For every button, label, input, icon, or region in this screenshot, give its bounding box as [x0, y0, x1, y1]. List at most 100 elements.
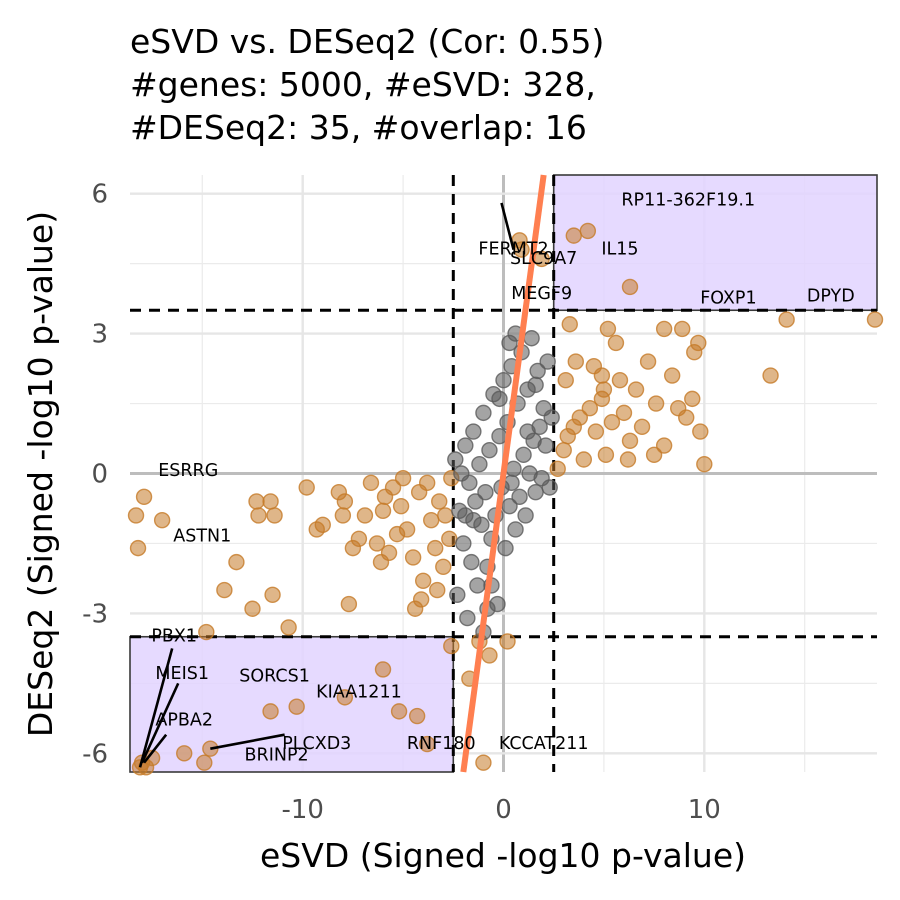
scatter-point: [198, 623, 215, 641]
x-axis-title: eSVD (Signed -log10 p-value): [260, 836, 746, 875]
chart-title-line-3: #DESeq2: 35, #overlap: 16: [130, 108, 587, 147]
scatter-point: [611, 372, 629, 389]
scatter-point: [437, 507, 454, 524]
scatter-point: [491, 390, 508, 408]
scatter-point: [467, 493, 484, 510]
scatter-point: [595, 381, 613, 398]
scatter-point: [423, 511, 440, 529]
gene-label: SLC9A7: [510, 249, 577, 269]
leader-line: [210, 733, 285, 750]
scatter-point: [334, 507, 352, 524]
gene-label: ASTN1: [173, 526, 231, 546]
scatter-point: [469, 577, 486, 594]
scatter-point: [587, 423, 605, 440]
tick-labels-layer: -10 0 10 -6 -3 0 3 6: [82, 180, 721, 825]
scatter-point: [398, 521, 416, 538]
scatter-point: [368, 535, 386, 552]
scatter-point: [557, 372, 574, 389]
leader-line: [140, 682, 180, 764]
scatter-point: [455, 535, 472, 552]
scatter-point: [250, 507, 267, 524]
scatter-point: [639, 353, 657, 370]
gene-label: DPYD: [807, 286, 855, 306]
scatter-point: [541, 479, 558, 496]
scatter-point: [447, 451, 464, 468]
scatter-point: [392, 497, 410, 515]
leader-lines-layer: [138, 202, 515, 768]
scatter-point: [298, 479, 315, 496]
scatter-point: [497, 539, 514, 557]
gene-label: BRINP2: [245, 746, 309, 766]
scatter-point: [543, 409, 560, 426]
scatter-point: [266, 507, 283, 524]
scatter-point: [463, 553, 480, 571]
scatter-point: [248, 493, 265, 510]
scatter-point: [619, 451, 637, 468]
scatter-point: [429, 581, 446, 599]
scatter-point: [655, 437, 673, 454]
scatter-point: [678, 409, 695, 426]
scatter-point: [127, 507, 145, 524]
scatter-point: [477, 483, 494, 501]
scatter-point: [216, 581, 233, 599]
x-tick-label: 10: [688, 795, 721, 825]
gene-label: RNF180: [407, 734, 476, 754]
scatter-point: [866, 311, 884, 328]
scatter-point: [603, 413, 621, 431]
scatter-point: [412, 591, 430, 608]
scatter-point: [607, 334, 625, 352]
scatter-point: [475, 754, 492, 771]
scatter-point: [129, 539, 147, 557]
scatter-point: [336, 493, 354, 510]
scatter-point: [581, 400, 599, 417]
scatter-point: [527, 376, 544, 394]
scatter-point: [135, 488, 153, 506]
scatter-point: [408, 707, 426, 725]
scatter-point: [457, 437, 474, 454]
scatter-point: [362, 474, 380, 492]
scatter-point: [453, 465, 470, 482]
scatter-point: [380, 544, 398, 561]
scatter-point: [575, 451, 593, 468]
scatter-point: [663, 367, 681, 384]
scatter-point: [356, 507, 374, 524]
scatter-point: [507, 521, 524, 538]
scatter-point: [567, 353, 584, 370]
scatter-point: [549, 460, 566, 478]
scatter-point: [374, 661, 392, 678]
gene-label: SORCS1: [239, 666, 310, 686]
chart-title-line-2: #genes: 5000, #eSVD: 328,: [130, 65, 596, 104]
scatter-point: [459, 609, 476, 627]
scatter-point: [627, 381, 645, 398]
scatter-point: [503, 474, 520, 492]
scatter-point: [633, 418, 651, 436]
scatter-point: [262, 493, 279, 510]
scatter-point: [491, 427, 508, 445]
gene-label: KCCAT211: [499, 734, 589, 754]
x-tick-label: 0: [495, 795, 512, 825]
leader-line: [500, 202, 515, 250]
scatter-point: [647, 395, 665, 412]
y-tick-label: 6: [91, 180, 108, 210]
scatter-point: [495, 372, 512, 389]
gene-label: FOXP1: [700, 289, 756, 309]
chart-title-line-1: eSVD vs. DESeq2 (Cor: 0.55): [130, 22, 605, 61]
scatter-point: [593, 367, 611, 384]
gene-label: MEIS1: [155, 664, 209, 684]
scatter-point: [431, 493, 448, 510]
scatter-point: [762, 367, 779, 384]
scatter-point: [418, 474, 436, 492]
scatter-point: [597, 446, 615, 464]
gene-label: PLCXD3: [282, 734, 351, 754]
scatter-point: [427, 539, 444, 557]
scatter-point: [515, 446, 532, 464]
scatter-point: [244, 600, 261, 617]
scatter-point: [674, 320, 691, 338]
scatter-point: [288, 698, 305, 715]
scatter-point: [692, 423, 709, 440]
leader-line: [138, 648, 174, 768]
scatter-point: [471, 455, 488, 473]
scatter-point: [264, 586, 281, 603]
scatter-point: [579, 222, 597, 240]
gene-label: RP11-362F19.1: [621, 191, 755, 211]
